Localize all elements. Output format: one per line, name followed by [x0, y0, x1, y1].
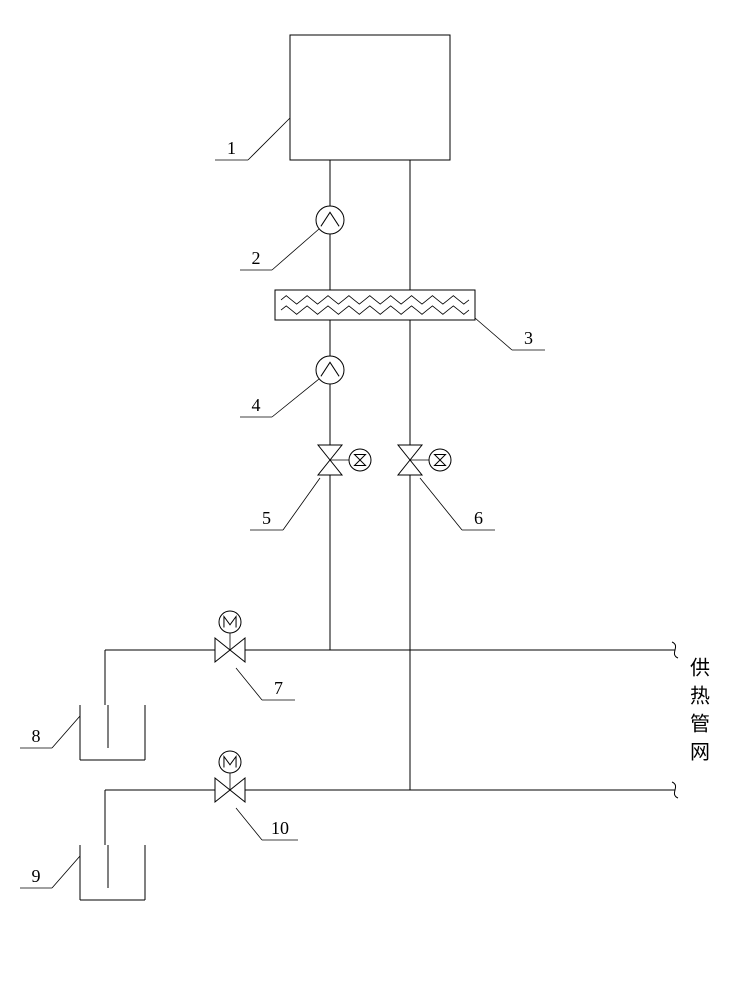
svg-text:6: 6: [474, 508, 483, 528]
svg-text:9: 9: [32, 866, 41, 886]
svg-text:7: 7: [274, 678, 283, 698]
svg-text:2: 2: [252, 248, 261, 268]
schematic-canvas: 供热管网 1 2 3 4 5 6 7 8 9 10: [0, 0, 754, 1000]
svg-text:8: 8: [32, 726, 41, 746]
svg-text:5: 5: [262, 508, 271, 528]
svg-text:热: 热: [690, 685, 710, 708]
svg-text:网: 网: [690, 742, 710, 764]
svg-text:管: 管: [690, 713, 710, 736]
svg-text:1: 1: [227, 138, 236, 158]
svg-text:4: 4: [252, 395, 261, 415]
svg-text:供: 供: [690, 657, 710, 680]
svg-text:3: 3: [524, 328, 533, 348]
svg-text:10: 10: [271, 818, 289, 838]
